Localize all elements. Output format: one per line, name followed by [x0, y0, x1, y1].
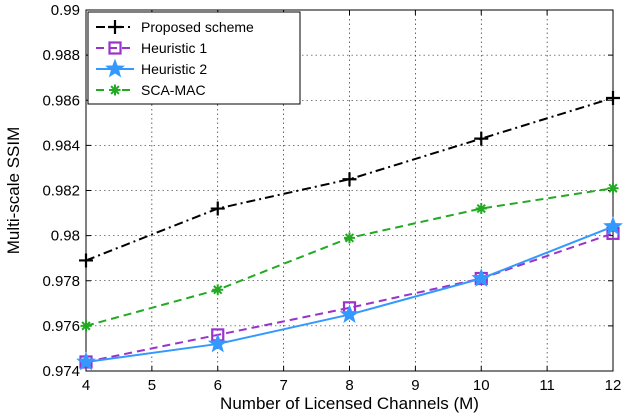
- legend-marker: [109, 84, 121, 96]
- x-tick-label: 12: [605, 377, 622, 394]
- x-tick-label: 7: [279, 377, 287, 394]
- x-tick-label: 10: [473, 377, 490, 394]
- data-point: [606, 90, 620, 105]
- legend-item: SCA-MAC: [96, 82, 206, 98]
- legend-item: Heuristic 1: [96, 40, 207, 56]
- legend-label: Heuristic 1: [141, 40, 207, 56]
- y-tick-label: 0.98: [51, 228, 80, 245]
- series-sca-mac: [80, 182, 619, 332]
- data-point: [607, 182, 619, 194]
- y-tick-label: 0.988: [42, 47, 80, 64]
- data-point: [80, 320, 92, 332]
- legend-label: SCA-MAC: [141, 82, 206, 98]
- data-point: [474, 131, 489, 146]
- series-layer: [76, 90, 623, 371]
- series-proposed-scheme: [79, 90, 620, 268]
- y-tick-label: 0.982: [42, 183, 80, 200]
- x-tick-label: 4: [82, 377, 90, 394]
- x-tick-label: 6: [214, 377, 222, 394]
- ticks: 4 5 6 7 8 9 10 11 12 0.974 0.976 0.978 0.98 0.982 0.98…: [42, 2, 621, 394]
- x-tick-label: 8: [345, 377, 353, 394]
- data-point: [471, 268, 492, 287]
- y-tick-label: 0.99: [51, 2, 80, 19]
- data-point: [344, 232, 355, 244]
- y-axis-label: Multi-scale SSIM: [4, 127, 23, 255]
- series-line: [85, 232, 614, 363]
- data-point: [79, 253, 93, 268]
- legend-item: Proposed scheme: [96, 19, 254, 35]
- x-axis-label: Number of Licensed Channels (M): [220, 394, 479, 413]
- legend-marker: [105, 58, 125, 78]
- x-tick-label: 5: [148, 377, 156, 394]
- y-tick-label: 0.974: [42, 363, 80, 380]
- series-heuristic-2: [76, 216, 623, 371]
- legend-label: Proposed scheme: [141, 19, 254, 35]
- y-tick-label: 0.978: [42, 273, 80, 290]
- series-line: [85, 97, 614, 262]
- legend-marker: [108, 41, 122, 55]
- x-tick-label: 9: [411, 377, 419, 394]
- data-point: [339, 304, 360, 324]
- legend-marker: [108, 20, 122, 34]
- data-point: [342, 172, 357, 187]
- data-point: [603, 216, 623, 236]
- data-point: [76, 351, 96, 371]
- legend: Proposed scheme Heuristic 1 Heuristic 2 SCA…: [87, 11, 301, 105]
- data-point: [212, 284, 224, 296]
- y-tick-label: 0.986: [42, 92, 80, 109]
- data-point: [207, 333, 228, 353]
- legend-item: Heuristic 2: [96, 58, 207, 78]
- data-point: [475, 203, 487, 215]
- legend-label: Heuristic 2: [141, 61, 207, 77]
- data-point: [210, 201, 225, 216]
- y-tick-label: 0.976: [42, 318, 80, 335]
- x-tick-label: 11: [539, 377, 555, 394]
- y-tick-label: 0.984: [42, 137, 80, 154]
